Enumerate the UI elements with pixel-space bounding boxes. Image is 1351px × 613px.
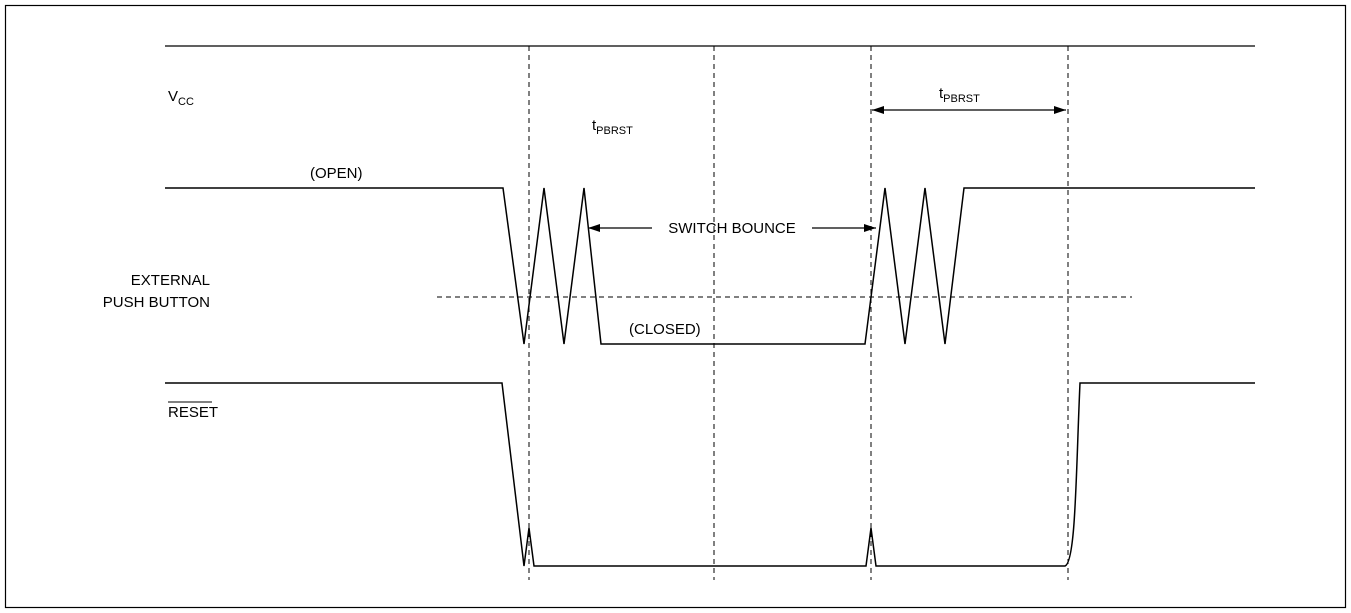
- push-button-waveform: [165, 187, 1255, 345]
- open-state-label: (OPEN): [310, 165, 363, 182]
- figure-border: [4, 4, 1347, 609]
- tpbrst-label-2: tPBRST: [939, 85, 980, 105]
- vcc-label: VCC: [168, 88, 194, 108]
- push-button-label-line1: EXTERNAL: [131, 272, 210, 289]
- closed-state-label: (CLOSED): [629, 321, 701, 338]
- reset-waveform: [165, 382, 1255, 567]
- push-button-label-line2: PUSH BUTTON: [103, 294, 210, 311]
- switch-bounce-label: SWITCH BOUNCE: [668, 220, 796, 237]
- reset-label: RESET: [168, 404, 218, 421]
- tpbrst-label-1: tPBRST: [592, 117, 633, 137]
